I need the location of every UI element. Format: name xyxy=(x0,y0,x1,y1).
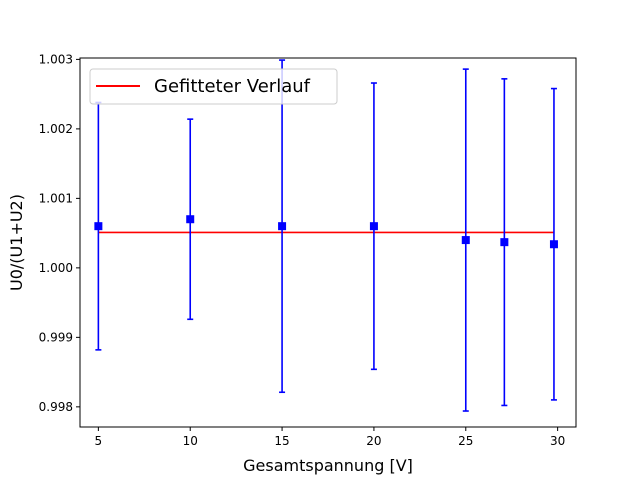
legend-label: Gefitteter Verlauf xyxy=(154,76,311,97)
y-tick-label: 0.998 xyxy=(39,400,73,414)
y-tick-label: 1.000 xyxy=(39,261,73,275)
x-tick-label: 30 xyxy=(550,434,565,448)
legend: Gefitteter Verlauf xyxy=(89,68,338,105)
axes-frame xyxy=(79,57,577,428)
x-tick-label: 20 xyxy=(366,434,381,448)
x-tick-label: 10 xyxy=(183,434,198,448)
y-tick-label: 1.003 xyxy=(39,52,73,66)
y-axis-label: U0/(U1+U2) xyxy=(7,194,26,291)
data-point xyxy=(549,240,558,249)
y-tick-label: 0.999 xyxy=(39,330,73,344)
data-point xyxy=(500,238,509,247)
plot-area xyxy=(94,59,558,412)
x-tick-label: 25 xyxy=(458,434,473,448)
data-point xyxy=(278,222,287,231)
x-axis-label: Gesamtspannung [V] xyxy=(243,456,413,475)
legend-box xyxy=(89,68,338,105)
data-point xyxy=(369,222,378,231)
data-point xyxy=(186,215,195,224)
x-tick-label: 15 xyxy=(274,434,289,448)
y-tick-label: 1.002 xyxy=(39,122,73,136)
data-point xyxy=(461,236,470,245)
axis-ticks: 5 10 15 20 25 30 0.998 0.999 1.000 1.001 1.002 1.00… xyxy=(39,52,566,448)
y-tick-label: 1.001 xyxy=(39,191,73,205)
x-tick-label: 5 xyxy=(95,434,103,448)
data-point xyxy=(94,222,103,231)
